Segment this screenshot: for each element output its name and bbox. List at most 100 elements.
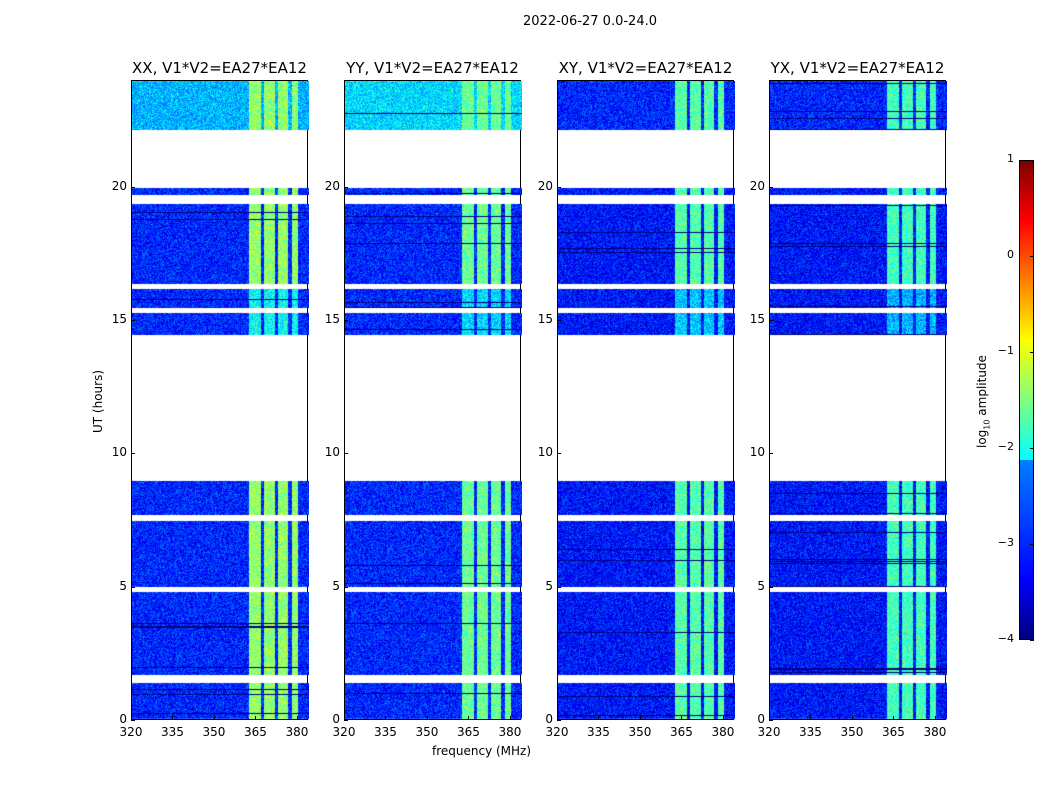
colorbar-tick-label: 1 [1007,152,1014,165]
y-tick-mark [344,320,348,321]
colorbar-tick-mark [1030,352,1034,353]
y-tick-mark [769,586,773,588]
y-tick-label: 15 [324,312,340,326]
panel-title: YX, V1*V2=EA27*EA12 [770,59,945,77]
colorbar-tick-mark [1030,160,1034,161]
colorbar-tick-label: −1 [997,344,1014,357]
y-tick-mark [344,720,348,721]
heatmap-panel-2 [557,80,735,721]
colorbar-label: log10 amplitude [975,355,992,448]
x-tick-label: 350 [415,725,439,739]
colorbar-tick-label: −2 [997,440,1014,453]
y-tick-mark [344,453,348,455]
x-tick-mark [255,716,257,720]
y-tick-label: 0 [332,712,340,726]
x-tick-label: 365 [670,725,693,739]
x-tick-mark [851,716,853,720]
y-tick-mark [131,586,135,588]
y-tick-mark [557,586,561,588]
colorbar [1019,160,1034,640]
y-tick-mark [131,320,135,321]
x-tick-mark [172,716,174,720]
x-tick-label: 350 [840,725,864,739]
x-tick-mark [213,716,215,720]
y-tick-label: 20 [537,178,553,193]
y-axis-label: UT (hours) [91,369,105,433]
y-tick-label: 15 [749,312,765,326]
x-tick-mark [131,716,132,720]
panel-title: XY, V1*V2=EA27*EA12 [558,59,733,77]
y-tick-label: 5 [757,578,765,593]
x-tick-mark [598,716,600,720]
y-tick-label: 15 [537,312,553,326]
colorbar-tick-mark [1030,256,1034,257]
y-tick-mark [557,186,561,188]
x-tick-label: 335 [799,725,822,739]
heatmap-panel-0 [131,80,309,721]
x-tick-label: 350 [202,725,226,739]
x-tick-mark [385,716,387,720]
colorbar-tick-mark [1030,448,1034,449]
x-tick-mark [468,716,470,720]
y-tick-mark [131,453,135,455]
y-tick-mark [557,720,561,721]
y-tick-mark [769,320,773,321]
x-tick-label: 335 [374,725,397,739]
y-tick-mark [344,186,348,188]
x-tick-label: 335 [161,725,184,739]
heatmap-panel-3 [769,80,947,721]
heatmap-image [132,81,309,721]
x-tick-label: 320 [545,725,569,739]
x-tick-label: 350 [628,725,652,739]
y-tick-label: 20 [111,178,127,193]
y-tick-label: 5 [119,578,127,593]
x-tick-mark [810,716,812,720]
x-tick-mark [509,716,511,720]
y-tick-label: 10 [111,445,127,460]
y-tick-mark [131,720,135,721]
x-tick-label: 320 [332,725,356,739]
y-tick-mark [769,453,773,455]
heatmap-image [770,81,947,721]
y-tick-label: 15 [111,312,127,326]
x-tick-label: 365 [457,725,480,739]
x-tick-label: 365 [244,725,267,739]
colorbar-tick-mark [1030,544,1034,545]
y-tick-label: 10 [537,445,553,460]
y-tick-mark [769,720,773,721]
colorbar-tick-label: −4 [997,632,1014,645]
y-tick-mark [131,186,135,188]
panel-title: XX, V1*V2=EA27*EA12 [132,59,307,77]
x-tick-mark [296,716,298,720]
y-tick-label: 0 [545,712,553,726]
x-tick-label: 320 [757,725,781,739]
y-tick-label: 20 [324,178,340,193]
colorbar-tick-label: 0 [1007,248,1014,261]
x-tick-label: 365 [882,725,905,739]
x-tick-mark [557,716,558,720]
x-tick-label: 380 [285,725,309,739]
figure-title: 2022-06-27 0.0-24.0 [523,14,657,29]
x-axis-label: frequency (MHz) [432,744,532,758]
heatmap-image [558,81,735,721]
x-tick-mark [639,716,641,720]
x-tick-mark [769,716,770,720]
colorbar-tick-mark [1030,640,1034,641]
x-tick-mark [722,716,724,720]
y-tick-label: 5 [332,578,340,593]
y-tick-mark [557,453,561,455]
y-tick-mark [557,320,561,321]
y-tick-label: 10 [749,445,765,460]
x-tick-mark [681,716,683,720]
y-tick-label: 0 [757,712,765,726]
x-tick-label: 335 [587,725,610,739]
x-tick-mark [893,716,895,720]
heatmap-image [345,81,522,721]
y-tick-mark [769,186,773,188]
x-tick-label: 380 [498,725,522,739]
x-tick-mark [426,716,428,720]
panel-title: YY, V1*V2=EA27*EA12 [346,59,519,77]
x-tick-label: 320 [119,725,143,739]
x-tick-label: 380 [711,725,735,739]
